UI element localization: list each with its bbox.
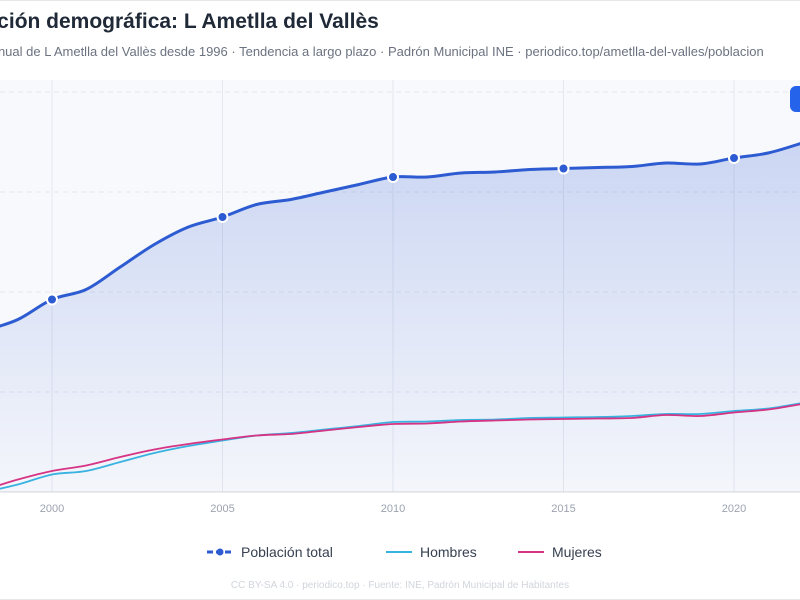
legend-mujeres-label: Mujeres (552, 544, 602, 560)
x-tick-layer: 2000 2005 2010 2015 2020 (40, 503, 746, 515)
series-hombres-line (0, 402, 800, 490)
legend-mujeres-swatch (518, 551, 544, 553)
line-chart: 2000 2005 2010 2015 2020 (0, 80, 800, 515)
legend-total-swatch (207, 548, 233, 556)
x-tick-label: 2000 (40, 503, 64, 515)
x-tick-label: 2015 (551, 503, 575, 515)
series-total-point (728, 152, 740, 164)
series-total-line (0, 142, 800, 328)
legend-item-hombres[interactable]: Hombres (386, 544, 477, 560)
legend-item-mujeres[interactable]: Mujeres (518, 544, 602, 560)
series-total-point (216, 211, 229, 223)
top-divider (0, 0, 800, 1)
series-total-point (557, 162, 570, 175)
series-mujeres-line (0, 403, 800, 486)
tooltip-badge (790, 86, 800, 112)
x-tick-label: 2010 (381, 503, 405, 515)
chart-legend: Población total Hombres Mujeres (0, 544, 800, 564)
marker-layer (46, 152, 740, 306)
series-total-point (387, 171, 399, 183)
chart-title: Evolución demográfica: L Ametlla del Val… (0, 10, 379, 33)
chart-subtitle: Población anual de L Ametlla del Vallès … (0, 44, 764, 59)
x-tick-label: 2020 (722, 503, 746, 515)
area-layer (0, 143, 800, 492)
series-total-area (0, 143, 800, 492)
chart-footer: CC BY-SA 4.0 · periodico.top · Fuente: I… (230, 580, 570, 591)
legend-total-label: Población total (241, 544, 333, 560)
legend-item-total[interactable]: Población total (207, 544, 333, 560)
series-layer (0, 142, 800, 490)
series-total-point (46, 293, 58, 306)
x-tick-label: 2005 (210, 503, 234, 515)
legend-hombres-label: Hombres (420, 544, 477, 560)
legend-hombres-swatch (386, 551, 412, 553)
